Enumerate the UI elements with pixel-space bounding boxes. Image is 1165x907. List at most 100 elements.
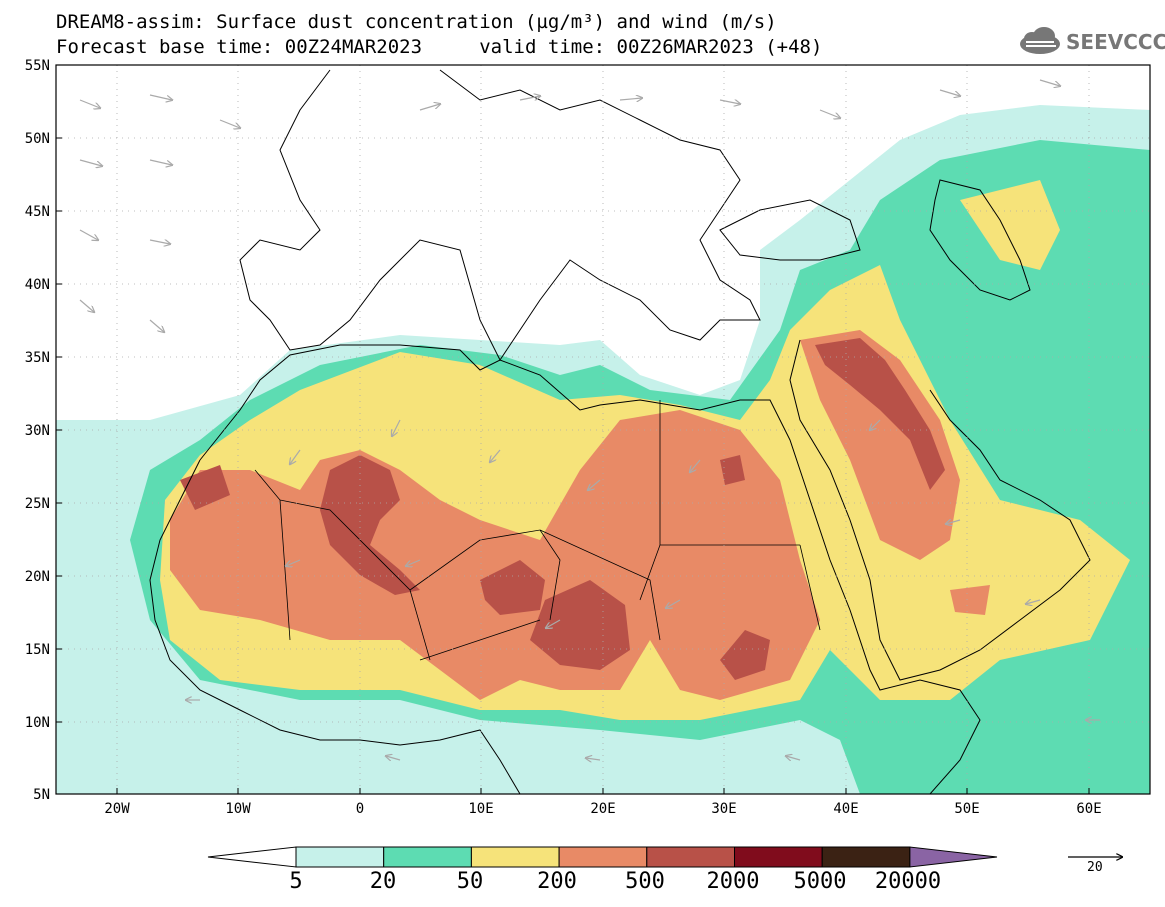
lon-label: 10E [468,801,493,817]
legend-label-200: 200 [537,869,577,894]
wind-arrow [149,319,164,332]
lat-label: 45N [25,204,50,220]
legend-swatch [646,846,735,868]
wind-arrow [1039,79,1060,86]
wind-arrow [149,240,170,244]
wind-arrow [406,559,421,566]
wind-arrow [619,98,642,100]
wind-arrow [586,758,601,760]
coastline-black-sea [719,199,861,261]
wind-arrow [819,109,840,118]
lat-label: 20N [25,569,50,585]
coastline-west-africa [149,459,521,794]
legend-swatch [821,846,911,868]
lon-label: 20W [104,801,130,817]
wind-arrow [419,104,440,111]
title-line-1: DREAM8-assim: Surface dust concentration… [56,11,777,33]
wind-arrow [386,756,401,760]
dust-band-500-2000-iraq [815,338,945,490]
title-line-2: Forecast base time: 00Z24MAR2023 valid t… [56,36,823,58]
lat-label: 35N [25,350,50,366]
wind-arrow [690,459,701,472]
seevccc-logo [1020,27,1060,54]
lon-label: 50E [954,801,979,817]
legend-label-5000: 5000 [793,869,847,894]
coastline-africa [199,344,981,794]
lon-label: 60E [1076,801,1101,817]
legend-swatch-below-5 [207,846,297,868]
wind-arrow [588,479,601,490]
wind-arrow [666,599,681,608]
wind-arrow [546,619,561,628]
graticule [56,65,1150,794]
wind-arrow [79,229,98,240]
legend-swatch [558,846,648,868]
logo-text: SEEVCCC [1066,30,1165,54]
lat-label: 5N [33,787,50,803]
wind-arrow [786,756,801,760]
wind-vectors [79,79,1100,760]
coastline-europe [239,69,761,361]
lat-label: 55N [25,58,50,74]
wind-arrow [490,449,501,462]
legend-label-5: 5 [289,869,303,894]
wind-arrow [946,520,961,524]
longitude-axis: 20W 10W 0 10E 20E 30E 40E 50E 60E [104,788,1102,817]
wind-arrow [79,299,94,312]
lon-label: 20E [590,801,615,817]
dust-concentration-field [56,65,1150,794]
legend-label-500: 500 [625,869,665,894]
legend-swatch [295,846,385,868]
border-lines [254,400,821,661]
dust-band-50-200-caspian [960,180,1060,270]
wind-arrow [286,559,301,566]
dust-band-500-2000-sudan-e [720,630,770,680]
dust-band-500-2000-west [180,465,230,510]
wind-arrow [939,89,960,96]
lat-label: 30N [25,423,50,439]
legend-label-50: 50 [456,869,484,894]
dust-band-200-500-iraq [800,330,960,560]
dust-band-500-2000-sudan-w [530,580,630,670]
coastline-arabia [789,339,1091,681]
coastline-caspian [929,179,1031,301]
lat-label: 25N [25,496,50,512]
legend-swatch [470,846,560,868]
wind-arrow [719,100,740,104]
coastlines [149,69,1091,794]
lon-label: 30E [711,801,736,817]
wind-arrow [149,159,172,165]
legend-label-2000: 2000 [706,869,760,894]
color-legend [207,846,998,868]
dust-band-200-500-arabia [950,585,990,615]
dust-band-500-2000-egypt [720,455,745,485]
legend-label-20: 20 [369,869,397,894]
lat-label: 15N [25,642,50,658]
cloud-logo-icon [1020,27,1060,54]
legend-swatch-above-20000 [909,846,998,868]
legend-swatch [734,846,823,868]
lat-label: 50N [25,131,50,147]
wind-arrow [1026,600,1041,604]
wind-arrow [870,419,881,430]
lon-label: 40E [833,801,858,817]
wind-arrow [392,419,401,436]
reference-vector-label: 20 [1087,860,1103,875]
dust-band-5-20-west [56,530,300,794]
wind-arrow [519,96,540,100]
wind-arrow [290,449,301,464]
lat-label: 40N [25,277,50,293]
lon-label: 10W [225,801,251,817]
latitude-axis: 55N 50N 45N 40N 35N 30N 25N 20N 15N 10N … [25,58,62,803]
wind-arrow [219,119,240,128]
legend-label-20000: 20000 [874,869,942,894]
legend-swatch [383,846,472,868]
dust-band-500-2000-sahara [320,455,420,595]
lon-label: 0 [356,801,364,817]
dust-band-500-2000-chad [480,560,545,615]
wind-arrow [79,99,100,108]
wind-arrow [79,159,102,166]
wind-arrow [149,94,172,100]
lat-label: 10N [25,715,50,731]
